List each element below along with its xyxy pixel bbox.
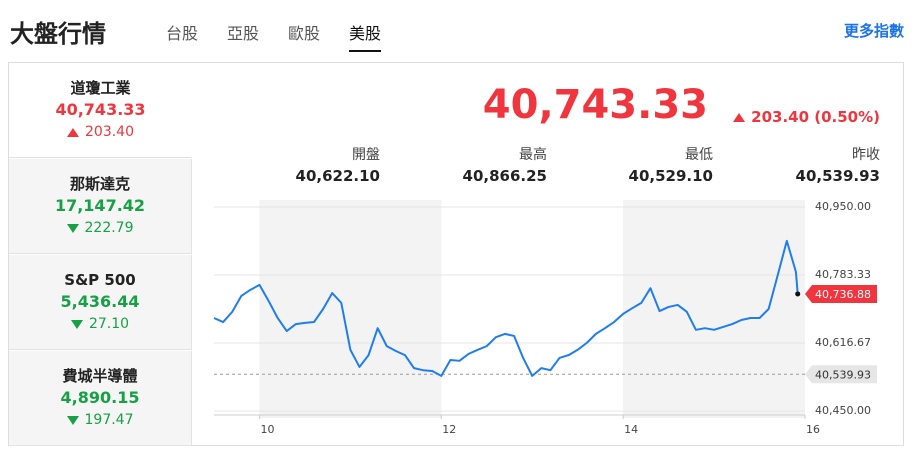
x-tick-label: 10 <box>260 423 274 436</box>
tab[interactable]: 歐股 <box>288 24 321 43</box>
main-price: 40,743.33 <box>482 82 708 128</box>
stat-label: 最高 <box>519 147 547 163</box>
change-text: 222.79 <box>84 220 134 236</box>
stat-value: 40,539.93 <box>795 167 880 185</box>
tab[interactable]: 台股 <box>166 24 199 43</box>
tab[interactable]: 美股 <box>349 20 382 52</box>
stat-label: 昨收 <box>852 147 880 163</box>
panel <box>8 62 904 446</box>
index-price: 4,890.15 <box>60 388 140 407</box>
index-name: 道瓊工業 <box>70 79 131 97</box>
price-tag-label: 40,539.93 <box>815 368 871 381</box>
y-tick-label: 40,450.00 <box>815 404 871 417</box>
index-item[interactable]: 費城半導體 4,890.15 197.47 <box>9 351 192 446</box>
direction-arrow <box>67 127 79 137</box>
stat-label: 最低 <box>685 147 713 163</box>
index-change: 203.40 <box>9 121 192 143</box>
index-change: 222.79 <box>9 217 191 239</box>
direction-arrow <box>66 415 79 425</box>
index-name: S&P 500 <box>64 271 136 289</box>
more-link[interactable]: 更多指數 <box>843 22 904 40</box>
change-text: 197.47 <box>84 412 134 428</box>
y-tick-label: 40,950.00 <box>815 200 871 213</box>
index-price: 17,147.42 <box>54 196 146 215</box>
index-item[interactable]: 道瓊工業 40,743.33 203.40 <box>9 63 192 158</box>
index-change: 27.10 <box>9 313 191 335</box>
price-tag-label: 40,736.88 <box>815 288 871 301</box>
session-band <box>623 200 805 418</box>
stat-value: 40,866.25 <box>462 167 547 185</box>
session-band <box>259 200 442 418</box>
index-item[interactable]: 那斯達克 17,147.42 222.79 <box>9 159 192 254</box>
price-tag <box>805 284 877 303</box>
change-text: 203.40 <box>85 124 134 140</box>
direction-arrow <box>70 319 83 329</box>
page-title: 大盤行情 <box>10 20 106 48</box>
last-point <box>795 291 801 297</box>
index-name: 那斯達克 <box>69 175 130 193</box>
index-name: 費城半導體 <box>62 367 138 385</box>
x-tick-label: 12 <box>442 423 456 436</box>
change-text: 203.40 (0.50%) <box>751 108 880 126</box>
x-tick-label: 14 <box>624 423 638 436</box>
index-price: 40,743.33 <box>55 100 146 119</box>
index-price: 5,436.44 <box>60 292 140 311</box>
x-tick-label: 16 <box>806 423 820 436</box>
main-change: 203.40 (0.50%) <box>733 108 880 126</box>
stat-value: 40,529.10 <box>628 167 713 185</box>
direction-arrow <box>733 113 746 122</box>
stat-label: 開盤 <box>352 147 380 163</box>
change-text: 27.10 <box>88 316 130 332</box>
price-line <box>213 239 799 377</box>
stat-value: 40,622.10 <box>295 167 380 185</box>
y-tick-label: 40,616.67 <box>815 336 871 349</box>
price-tag <box>805 365 877 384</box>
index-item[interactable]: S&P 500 5,436.44 27.10 <box>9 255 192 350</box>
y-tick-label: 40,783.33 <box>815 268 871 281</box>
direction-arrow <box>66 223 79 233</box>
index-change: 197.47 <box>9 409 191 431</box>
tab[interactable]: 亞股 <box>227 24 260 43</box>
